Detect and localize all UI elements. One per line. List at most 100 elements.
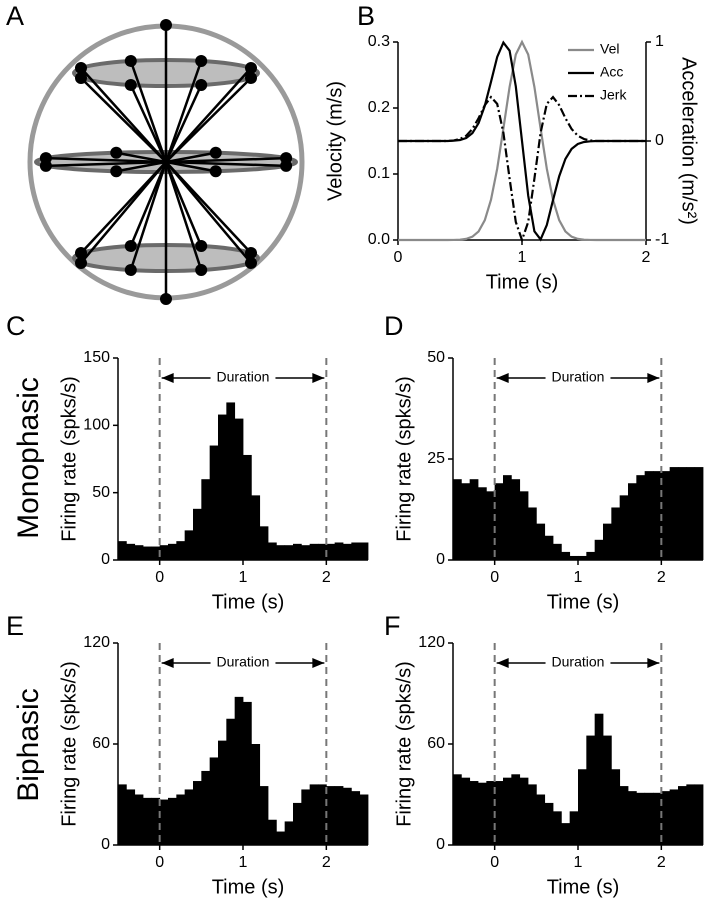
spoke [165,161,252,254]
arrowhead [161,658,174,668]
histogram-bar [259,786,269,845]
histogram-bar [268,819,277,845]
histogram-bar [611,507,621,560]
direction-dot [195,264,208,277]
histogram-bar [569,555,579,560]
histogram-bar [201,770,211,845]
histogram-bar [234,696,244,845]
direction-dot [124,239,137,252]
histogram-bar [218,740,227,845]
histogram-bar [143,546,152,560]
x-tick-label: 2 [657,569,666,586]
direction-dot [124,264,137,277]
direction-dot [160,19,172,31]
direction-dot [160,293,172,305]
histogram-bar [209,445,219,560]
spoke [129,84,168,163]
annotation-background [545,651,611,672]
histogram-bar [301,545,311,560]
histogram-bar [176,794,186,845]
histogram-bar [603,523,612,560]
histogram-bar [636,792,646,845]
row-label: Biphasic [12,688,45,801]
x-tick-label: 0 [490,854,499,871]
histogram-bar [586,551,596,560]
spoke [165,67,252,163]
histogram-bar [636,475,646,560]
histogram-bar [118,784,127,845]
histogram-bar [494,483,504,560]
histogram-bar [478,487,487,560]
y-tick-label: 0.3 [368,33,390,50]
y-tick-label: 50 [92,484,110,501]
annotation-background [210,651,276,672]
direction-dot [75,256,88,269]
x-axis-label: Time (s) [547,876,620,898]
histogram-bar [334,786,344,845]
histogram-bar [628,483,637,560]
histogram-bar [661,791,671,845]
histogram-bar [276,545,286,560]
histogram-bar [193,781,202,845]
histogram-bar [669,467,679,560]
histogram-bar [669,789,679,845]
histogram-bar [251,744,261,845]
direction-dot [195,54,208,67]
x-axis-label: Time (s) [212,591,285,613]
spoke [165,156,287,164]
panel-label: A [6,1,24,31]
histogram-bar [461,483,471,560]
histogram-bar [586,735,596,845]
spoke [129,60,168,163]
y-tick-label: 0 [436,551,445,568]
direction-dot [124,54,137,67]
direction-dot [280,152,293,165]
histogram-bar [494,781,504,845]
y-axis-label: Velocity (m/s) [324,81,346,201]
spoke [164,60,203,163]
histogram-bar [478,782,487,845]
direction-dot [195,79,208,92]
histogram-bar [694,784,704,845]
y-tick-label: 0.0 [368,231,390,248]
histogram-bar [461,777,471,845]
histogram-bar [469,479,479,560]
histogram-bar [561,551,571,560]
direction-dot [75,62,88,75]
legend-label: Jerk [600,87,627,103]
histogram-bar [226,718,236,845]
histogram-bar [284,545,294,560]
histogram-bar [653,792,662,845]
series-line [398,39,646,242]
direction-dot [209,146,222,159]
histogram-bar [134,794,144,845]
legend-label: Acc [600,64,623,80]
histogram-bar [453,774,462,845]
spoke [116,160,167,173]
histogram-bar [118,541,127,560]
direction-dot [244,256,257,269]
y-tick-label: 0 [101,836,110,853]
panel-label: F [384,611,401,641]
y2-axis-label: Acceleration (m/s²) [678,57,700,225]
histogram-bar [569,811,579,845]
annotation-background [545,366,611,387]
spoke [80,67,167,163]
histogram-bar [653,471,662,560]
arrowhead [161,373,174,383]
histogram-bar [511,774,521,845]
histogram-bar [486,491,496,560]
direction-dot [244,71,257,84]
histogram-bar [686,467,696,560]
y-tick-label: 60 [92,735,110,752]
histogram-bar [209,757,219,845]
y-tick-label: 0.1 [368,165,390,182]
spoke [165,160,287,168]
histogram-bar [453,479,462,560]
y-tick-label: 50 [427,349,445,366]
histogram-bar [259,526,269,560]
y-axis-label: Firing rate (spks/s) [58,661,80,827]
histogram-bar [143,797,152,845]
x-tick-label: 0 [394,249,403,266]
spoke [80,161,167,254]
